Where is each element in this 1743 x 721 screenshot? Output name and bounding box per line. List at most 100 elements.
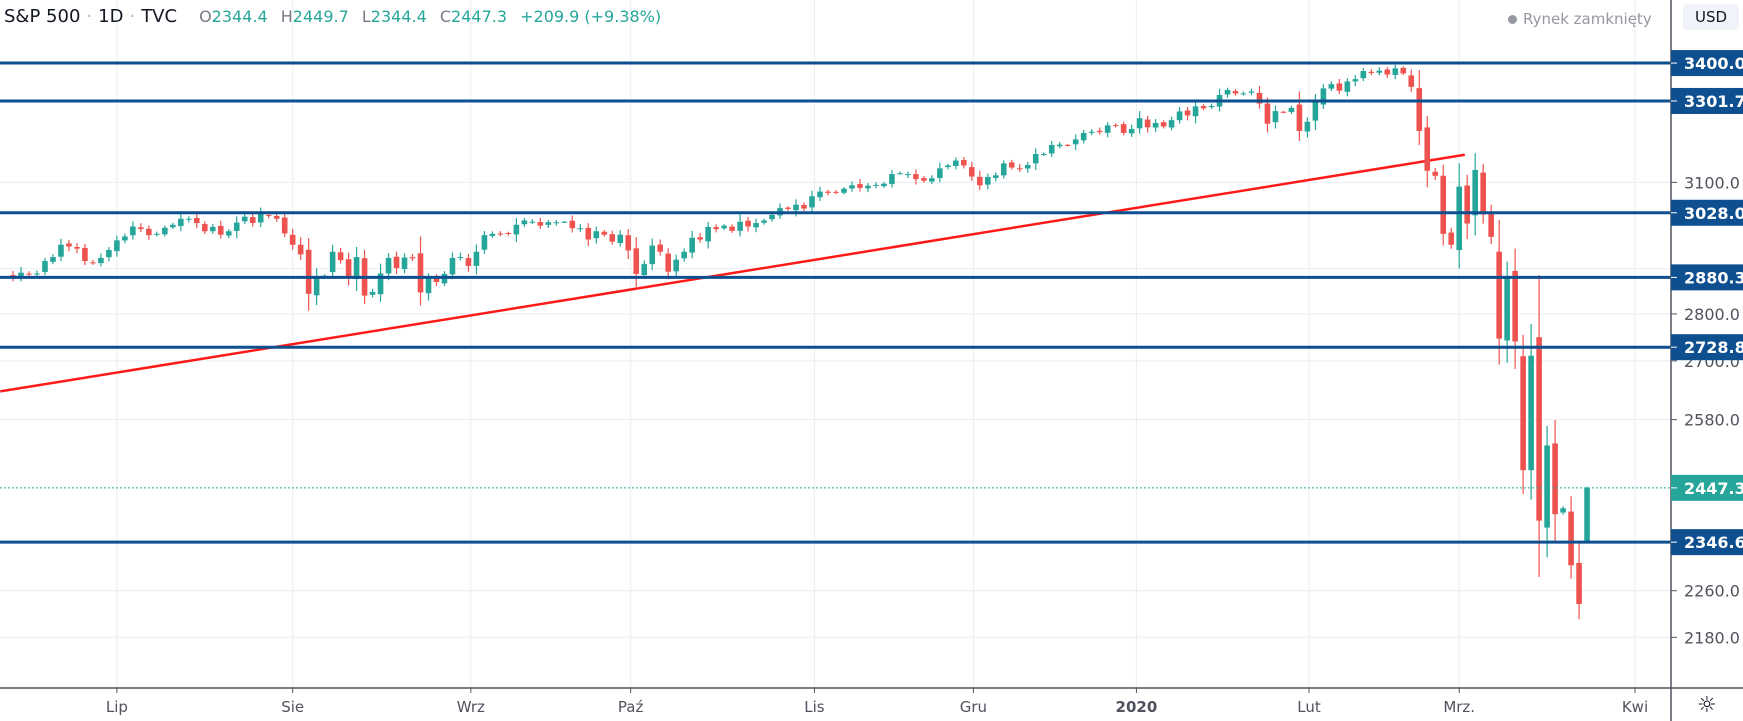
candle[interactable] [873,182,879,189]
candle[interactable] [857,179,863,192]
candle[interactable] [553,219,560,226]
settings-gear-icon[interactable]: ☼ [1697,693,1717,718]
candle[interactable] [1104,122,1111,138]
candle[interactable] [82,243,88,266]
candle[interactable] [505,231,512,236]
candle[interactable] [1120,121,1127,136]
candle[interactable] [345,252,352,286]
candle[interactable] [817,186,823,201]
candle[interactable] [673,254,679,278]
candle[interactable] [1392,64,1399,80]
candle[interactable] [809,190,815,212]
candle[interactable] [609,230,616,245]
candle[interactable] [1352,75,1359,87]
candle[interactable] [825,189,831,196]
candle[interactable] [1144,115,1151,133]
candle[interactable] [1480,163,1486,224]
time-axis[interactable] [0,688,1671,721]
candle[interactable] [289,228,296,250]
candle[interactable] [1448,227,1455,249]
candle[interactable] [1208,103,1215,110]
candle[interactable] [1184,106,1191,121]
candle[interactable] [1520,334,1526,494]
candle[interactable] [201,221,208,235]
candle[interactable] [641,260,648,279]
candle[interactable] [777,203,783,219]
candle[interactable] [1232,89,1239,96]
candle[interactable] [18,266,24,282]
candle[interactable] [353,246,360,291]
candle[interactable] [1168,116,1175,131]
candle[interactable] [753,218,759,233]
candle[interactable] [457,252,464,261]
candle[interactable] [969,161,975,182]
candle[interactable] [1248,88,1255,96]
candle[interactable] [50,254,56,265]
candle[interactable] [585,223,592,247]
candle[interactable] [849,181,855,192]
candle[interactable] [233,216,240,239]
candle[interactable] [1064,143,1071,147]
candle[interactable] [186,216,192,223]
candle[interactable] [1272,105,1279,129]
candle[interactable] [385,253,392,281]
candle[interactable] [897,171,903,175]
candle[interactable] [1424,116,1431,188]
candle[interactable] [617,230,624,247]
candle[interactable] [1048,141,1055,157]
candle[interactable] [1336,78,1343,95]
candle[interactable] [377,263,384,302]
candle[interactable] [146,225,152,240]
candle[interactable] [633,237,640,288]
candle[interactable] [1192,100,1199,124]
candle[interactable] [98,253,104,267]
candle[interactable] [449,252,456,280]
candle[interactable] [761,218,767,225]
candle[interactable] [1096,127,1103,135]
candle[interactable] [1296,91,1303,141]
candle[interactable] [114,235,120,257]
candle[interactable] [1440,164,1447,246]
candle[interactable] [1488,204,1494,245]
candle[interactable] [833,189,839,195]
candle[interactable] [785,206,791,211]
candle[interactable] [138,223,144,233]
candle[interactable] [1384,67,1391,79]
candle[interactable] [841,187,847,195]
candle[interactable] [225,229,232,239]
candle[interactable] [1528,324,1534,500]
candle[interactable] [90,259,96,265]
candle[interactable] [1280,110,1287,114]
candle[interactable] [737,214,743,237]
candle[interactable] [1024,161,1031,173]
candle[interactable] [1288,105,1295,114]
candle[interactable] [74,243,80,254]
candle[interactable] [529,219,536,224]
candle[interactable] [561,220,568,224]
candle[interactable] [657,239,664,256]
candle[interactable] [545,219,552,228]
candle[interactable] [401,253,408,274]
candle[interactable] [569,215,576,233]
candle[interactable] [865,183,871,193]
candle[interactable] [913,169,919,185]
candle[interactable] [1040,152,1047,156]
candle[interactable] [1128,124,1135,137]
candle[interactable] [1552,419,1558,544]
candle[interactable] [697,232,703,243]
candle[interactable] [729,224,735,233]
candle[interactable] [1160,120,1167,129]
candle[interactable] [537,217,544,229]
candle[interactable] [921,175,927,183]
trend-line[interactable] [0,153,1466,393]
candle[interactable] [369,288,376,298]
candle[interactable] [1072,134,1079,151]
candle[interactable] [713,224,719,233]
candle[interactable] [329,244,336,278]
candle[interactable] [393,251,400,274]
candle[interactable] [1560,506,1566,515]
interval[interactable]: 1D [98,6,124,27]
candle[interactable] [1376,67,1383,76]
candle[interactable] [489,231,496,239]
